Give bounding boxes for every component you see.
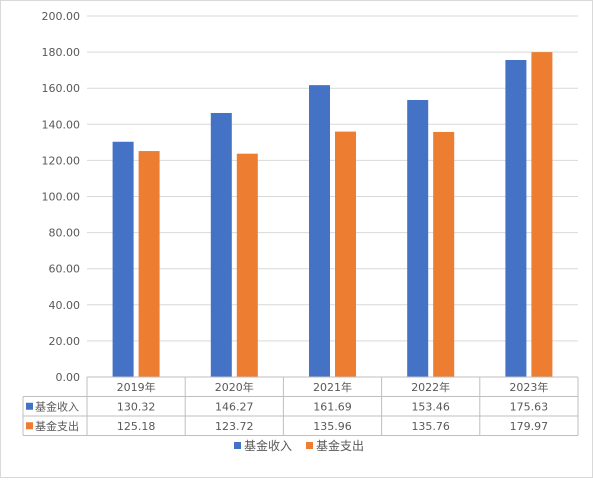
bar	[236, 153, 258, 377]
legend-label: 基金收入	[244, 438, 292, 453]
x-tick-label: 2020年	[215, 380, 254, 394]
y-tick-label: 140.00	[42, 118, 81, 131]
table-legend-key	[26, 422, 33, 430]
bar	[531, 52, 553, 378]
data-label: 153.46	[411, 400, 450, 413]
x-tick-label: 2022年	[411, 380, 450, 394]
data-label: 179.97	[510, 420, 549, 433]
bar	[505, 59, 527, 377]
y-tick-label: 200.00	[42, 10, 81, 23]
legend-key	[234, 442, 241, 449]
data-label: 125.18	[117, 420, 156, 433]
y-tick-label: 120.00	[42, 154, 81, 167]
y-tick-label: 160.00	[42, 82, 81, 95]
data-label: 146.27	[215, 400, 254, 413]
gridlines	[87, 15, 578, 342]
y-tick-label: 40.00	[49, 299, 81, 312]
bar	[112, 141, 134, 377]
x-tick-label: 2019年	[117, 380, 156, 394]
table-row-label: 基金收入	[35, 399, 79, 413]
data-label: 123.72	[215, 420, 254, 433]
y-tick-label: 60.00	[49, 263, 81, 276]
bar	[309, 85, 330, 378]
bar	[407, 100, 429, 377]
bar	[433, 131, 455, 377]
y-tick-label: 20.00	[49, 335, 81, 348]
y-tick-label: 180.00	[42, 46, 81, 59]
bar	[210, 112, 232, 377]
legend-label: 基金支出	[316, 438, 364, 453]
y-tick-label: 100.00	[42, 191, 81, 204]
table-row-label: 基金支出	[35, 419, 79, 433]
data-label: 175.63	[510, 400, 549, 413]
bar	[335, 131, 356, 377]
y-tick-label: 0.00	[56, 371, 81, 384]
x-tick-label: 2023年	[509, 380, 548, 394]
x-tick-label: 2021年	[313, 380, 352, 394]
y-axis-tick-labels: 0.00 20.00 40.00 60.00 80.00 100.00 120.00 140.…	[42, 10, 81, 384]
bars	[112, 52, 553, 378]
legend-key	[306, 442, 313, 449]
legend: 基金收入 基金支出	[234, 438, 364, 453]
table-legend-key	[26, 402, 33, 410]
data-label: 135.96	[313, 420, 352, 433]
data-label: 130.32	[117, 400, 156, 413]
data-label: 135.76	[411, 420, 450, 433]
data-label: 161.69	[313, 400, 352, 413]
bar	[138, 151, 160, 377]
y-tick-label: 80.00	[49, 227, 81, 240]
